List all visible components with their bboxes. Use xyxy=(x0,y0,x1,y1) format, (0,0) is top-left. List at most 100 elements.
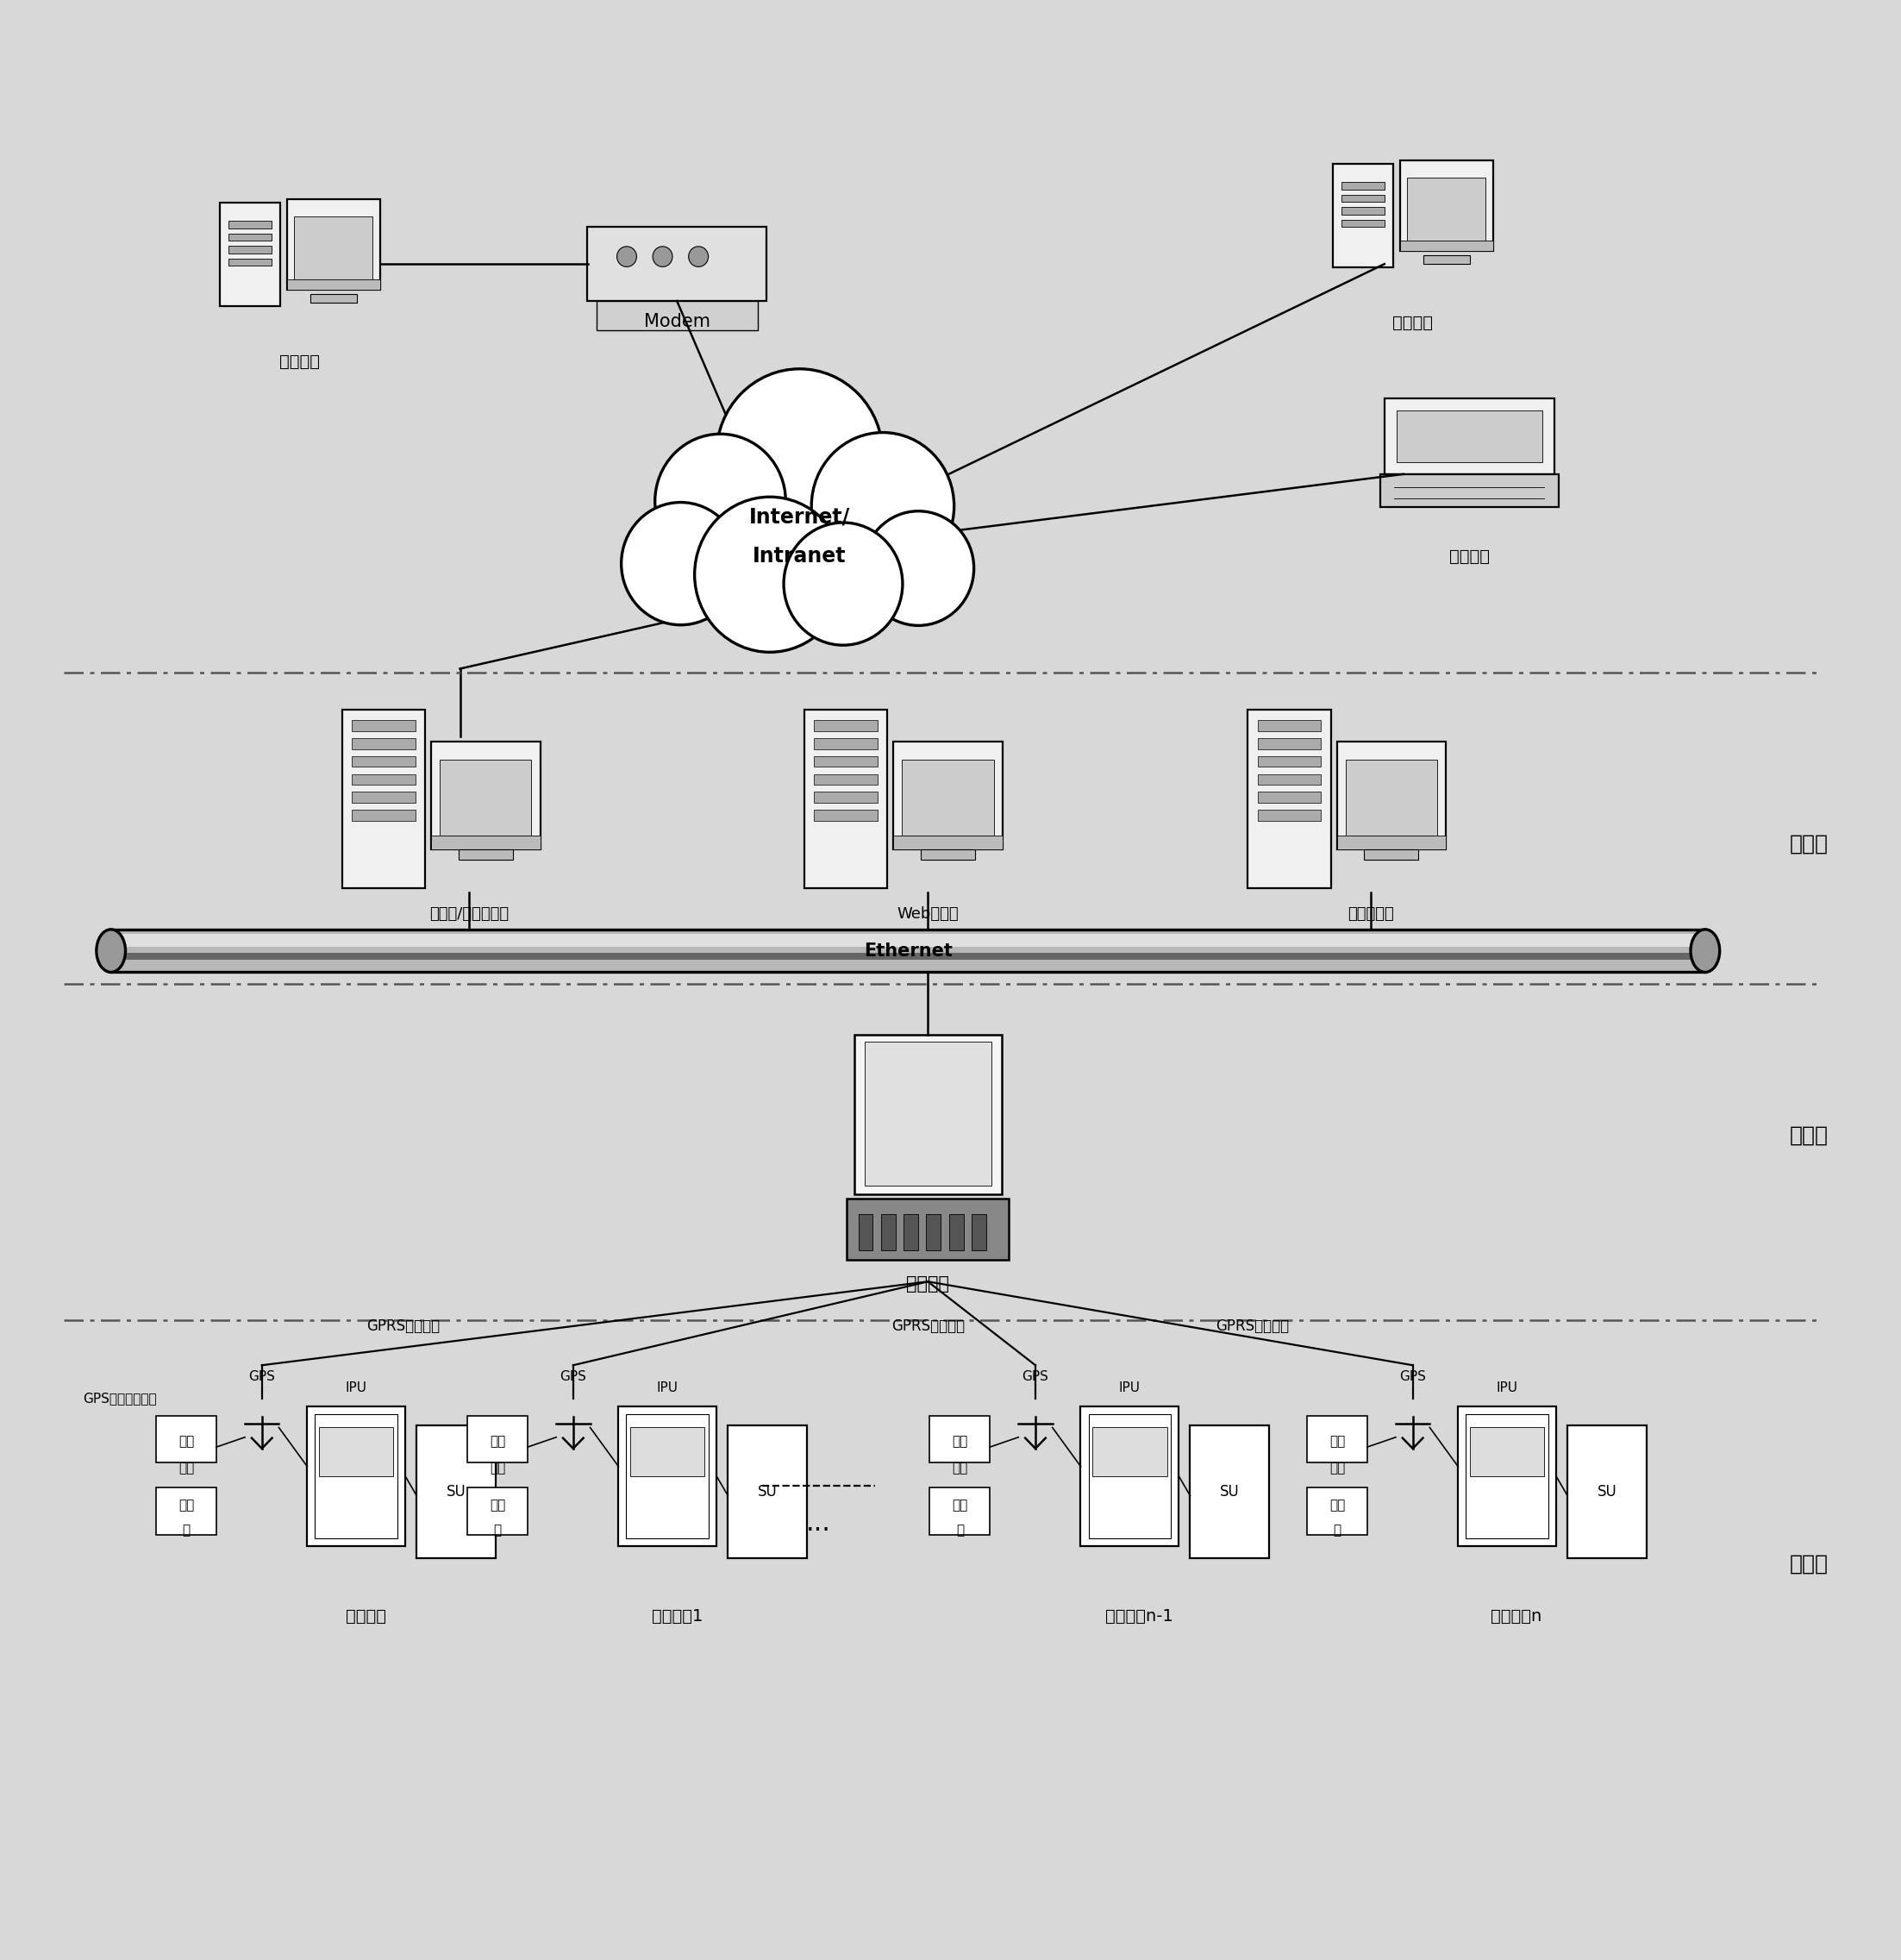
Text: GPS: GPS xyxy=(1399,1370,1426,1382)
Circle shape xyxy=(622,502,739,625)
Text: GPRS无线通信: GPRS无线通信 xyxy=(1215,1319,1289,1335)
Bar xyxy=(1342,208,1384,214)
Bar xyxy=(920,849,975,860)
Bar xyxy=(814,739,878,749)
Bar xyxy=(848,1200,1009,1260)
Bar xyxy=(631,1427,705,1476)
Bar xyxy=(156,1488,217,1535)
Text: 末屏: 末屏 xyxy=(952,1435,968,1448)
Bar xyxy=(468,1415,528,1462)
Bar xyxy=(814,719,878,731)
Bar xyxy=(814,774,878,784)
Text: Intranet: Intranet xyxy=(753,545,846,566)
Bar xyxy=(1308,1488,1367,1535)
Bar xyxy=(893,835,1002,849)
Text: 电流: 电流 xyxy=(952,1462,968,1474)
Bar xyxy=(439,760,532,841)
Bar xyxy=(342,710,426,888)
Text: 其它设备n: 其它设备n xyxy=(1490,1609,1542,1625)
Text: 温湿: 温湿 xyxy=(179,1499,194,1511)
Bar xyxy=(1258,719,1321,731)
Bar xyxy=(1258,809,1321,821)
Text: GPS: GPS xyxy=(1023,1370,1049,1382)
Bar xyxy=(814,792,878,804)
Bar xyxy=(865,1043,990,1186)
Circle shape xyxy=(652,247,673,267)
Bar xyxy=(308,1405,405,1546)
Bar xyxy=(1466,1415,1547,1539)
Bar xyxy=(814,757,878,766)
Bar xyxy=(1258,774,1321,784)
Circle shape xyxy=(812,433,954,580)
Bar xyxy=(1380,474,1559,508)
Bar xyxy=(1258,757,1321,766)
Circle shape xyxy=(688,247,709,267)
Bar xyxy=(458,849,513,860)
Bar xyxy=(1469,1427,1544,1476)
Bar xyxy=(1093,1427,1167,1476)
Bar xyxy=(1190,1425,1270,1558)
Text: 远程维护: 远程维护 xyxy=(279,353,319,370)
Text: 电流: 电流 xyxy=(179,1462,194,1474)
Bar xyxy=(1568,1425,1646,1558)
Text: 电流: 电流 xyxy=(1329,1462,1346,1474)
Text: SU: SU xyxy=(758,1484,778,1499)
Bar xyxy=(949,1213,964,1250)
Bar xyxy=(416,1425,496,1558)
Text: 末屏: 末屏 xyxy=(1329,1435,1346,1448)
Text: 控制层: 控制层 xyxy=(1789,1125,1829,1147)
Bar xyxy=(352,757,414,766)
Bar xyxy=(903,760,994,841)
Text: 温湿: 温湿 xyxy=(952,1499,968,1511)
Bar xyxy=(1258,792,1321,804)
Text: IPU: IPU xyxy=(1496,1382,1517,1394)
Text: 参考设备: 参考设备 xyxy=(346,1609,386,1625)
Bar xyxy=(597,302,758,331)
Bar xyxy=(352,792,414,804)
Bar xyxy=(352,739,414,749)
Text: 防火墙/代理服务器: 防火墙/代理服务器 xyxy=(430,906,509,921)
Bar xyxy=(110,929,1705,972)
Text: 远程监测: 远程监测 xyxy=(1449,549,1490,564)
Bar xyxy=(432,835,540,849)
Text: 度: 度 xyxy=(1333,1525,1342,1537)
Bar xyxy=(295,218,373,282)
Bar xyxy=(1336,741,1447,849)
Bar xyxy=(1399,161,1492,251)
Bar xyxy=(228,233,272,241)
Text: ···: ··· xyxy=(806,1519,831,1543)
Bar xyxy=(110,953,1705,958)
Bar xyxy=(926,1213,941,1250)
Bar xyxy=(880,1213,895,1250)
Bar xyxy=(854,1035,1002,1194)
Bar xyxy=(219,202,279,306)
Bar xyxy=(587,227,766,302)
Bar xyxy=(316,1415,397,1539)
Text: 远程监测: 远程监测 xyxy=(1392,316,1433,331)
Text: Internet/: Internet/ xyxy=(749,506,850,527)
Bar xyxy=(156,1415,217,1462)
Text: 其它设备n-1: 其它设备n-1 xyxy=(1104,1609,1173,1625)
Bar xyxy=(319,1427,394,1476)
Bar xyxy=(352,809,414,821)
Bar xyxy=(893,741,1002,849)
Bar xyxy=(1080,1405,1179,1546)
Bar xyxy=(618,1405,717,1546)
Bar xyxy=(1089,1415,1171,1539)
Bar xyxy=(903,1213,918,1250)
Bar xyxy=(432,741,540,849)
Text: SU: SU xyxy=(447,1484,466,1499)
Bar xyxy=(930,1415,990,1462)
Text: IPU: IPU xyxy=(656,1382,679,1394)
Bar xyxy=(814,809,878,821)
Text: 数据服务器: 数据服务器 xyxy=(1348,906,1395,921)
Text: GPRS无线通信: GPRS无线通信 xyxy=(892,1319,964,1335)
Text: 监测层: 监测层 xyxy=(1789,1554,1829,1574)
Text: Web服务器: Web服务器 xyxy=(897,906,958,921)
Bar xyxy=(1333,163,1393,267)
Bar xyxy=(1407,178,1485,243)
Bar xyxy=(1342,182,1384,190)
Text: 度: 度 xyxy=(182,1525,190,1537)
Text: IPU: IPU xyxy=(346,1382,367,1394)
Text: GPS: GPS xyxy=(561,1370,587,1382)
